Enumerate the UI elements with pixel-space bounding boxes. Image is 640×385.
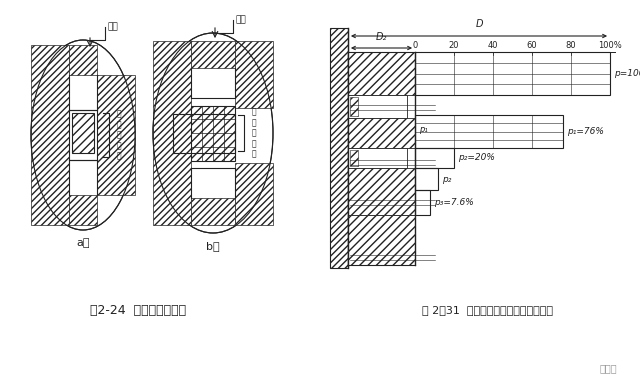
Text: p₂=20%: p₂=20% [458,154,495,162]
Text: 图2-24  气环的密封机理: 图2-24 气环的密封机理 [90,303,186,316]
Polygon shape [153,41,191,225]
Polygon shape [31,45,69,225]
Bar [191,105,235,161]
Polygon shape [69,195,97,225]
Bar [350,150,358,166]
Bar [415,52,610,95]
Text: 60: 60 [527,41,538,50]
Text: 80: 80 [566,41,576,50]
Text: D₂: D₂ [376,32,387,42]
Bar [348,52,415,95]
Bar [348,168,415,215]
Bar [348,215,415,265]
Text: 图 2－31  各环间隙处的气体压力递减图: 图 2－31 各环间隙处的气体压力递减图 [422,305,552,315]
Bar [173,114,235,152]
Text: p=100%: p=100% [614,69,640,78]
Polygon shape [69,45,97,75]
Text: 20: 20 [449,41,460,50]
Text: b）: b） [206,241,220,251]
Text: p₂: p₂ [442,174,452,184]
Text: 气流: 气流 [107,22,118,32]
Text: p₁=76%: p₁=76% [567,127,604,136]
Text: 100%: 100% [598,41,622,50]
Bar [330,28,348,268]
Bar [72,113,94,153]
Ellipse shape [31,40,135,230]
Bar [348,148,407,168]
Bar [350,97,358,116]
Polygon shape [235,163,273,225]
Text: a）: a） [76,238,90,248]
Bar [415,115,563,148]
Polygon shape [191,198,235,225]
Bar [348,118,415,148]
Text: 第
二
次
密
封: 第 二 次 密 封 [252,108,256,158]
Bar [415,148,454,168]
Bar [415,190,430,215]
Text: 懂车帝: 懂车帝 [600,363,617,373]
Bar [69,110,97,160]
Polygon shape [235,41,273,108]
Text: 0: 0 [412,41,418,50]
Bar [415,168,438,190]
Text: 第
一
次
密
封: 第 一 次 密 封 [116,110,122,160]
Text: 气流: 气流 [235,15,246,25]
Text: p₃=7.6%: p₃=7.6% [434,198,474,207]
Polygon shape [97,75,135,195]
Polygon shape [191,41,235,68]
Text: p₁: p₁ [419,126,428,134]
Text: D: D [476,19,483,29]
Text: 40: 40 [488,41,499,50]
Bar [348,95,407,118]
Ellipse shape [153,33,273,233]
